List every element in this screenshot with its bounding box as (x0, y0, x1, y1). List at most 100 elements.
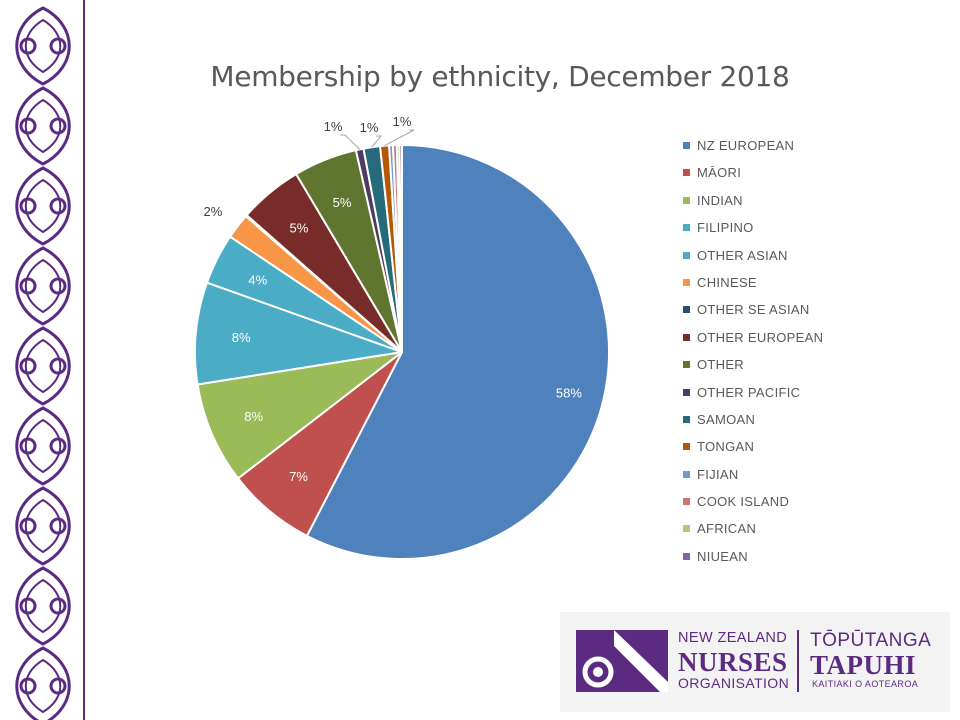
legend-swatch (683, 169, 690, 177)
legend-entry: FIJIAN (683, 465, 923, 492)
border-motif (19, 437, 37, 455)
legend-label: COOK ISLAND (697, 494, 790, 510)
label-leader-line (384, 129, 415, 147)
legend-entry: CHINESE (683, 273, 923, 300)
border-motif (49, 277, 67, 295)
label-leader-line (340, 134, 361, 150)
legend-swatch (683, 498, 690, 506)
border-motif (15, 326, 71, 406)
nzno-n-mark-icon (576, 630, 668, 692)
legend-swatch (683, 196, 690, 204)
border-motif (24, 178, 62, 234)
border-motif (24, 418, 62, 474)
pie-data-label: 4% (248, 272, 267, 287)
border-motif (49, 517, 67, 535)
chart-legend: NZ EUROPEAN MĀORI INDIAN FILIPINO OTHER ASIA… (683, 136, 923, 574)
border-motif (19, 117, 37, 135)
logo-new-zealand: NEW ZEALAND (678, 630, 788, 646)
legend-swatch (683, 525, 690, 533)
legend-entry: OTHER PACIFIC (683, 383, 923, 410)
legend-label: SAMOAN (697, 411, 756, 427)
border-motif (15, 246, 71, 326)
border-motif (24, 338, 62, 394)
legend-swatch (683, 388, 690, 396)
legend-entry: INDIAN (683, 191, 923, 218)
border-motif (15, 166, 71, 246)
legend-entry: OTHER (683, 355, 923, 382)
label-leader-line (371, 135, 383, 148)
border-motif (49, 597, 67, 615)
pie-data-label: 5% (290, 221, 309, 236)
legend-label: NIUEAN (697, 548, 748, 564)
legend-swatch (683, 443, 690, 451)
chart-title: Membership by ethnicity, December 2018 (210, 60, 790, 93)
logo-divider (797, 630, 799, 692)
legend-label: CHINESE (697, 274, 757, 290)
logo-tapuhi: TAPUHI (810, 650, 917, 680)
pie-data-label: 5% (333, 195, 352, 210)
border-motif (19, 517, 37, 535)
legend-label: NZ EUROPEAN (697, 138, 795, 153)
legend-label: FIJIAN (697, 466, 739, 482)
legend-entry: TONGAN (683, 437, 923, 464)
border-motif (49, 37, 67, 55)
logo-organisation: ORGANISATION (678, 675, 790, 691)
logo-nurses: NURSES (678, 647, 788, 677)
logo-kaitiaki: KAITIAKI O AOTEAROA (812, 679, 919, 689)
koru-border-pattern (15, 0, 85, 720)
border-motif (19, 277, 37, 295)
pie-data-label: 2% (204, 204, 223, 219)
nzno-logo: NEW ZEALAND NURSES ORGANISATION TŌPŪTANG… (560, 612, 950, 712)
border-motif (49, 437, 67, 455)
legend-entry: MĀORI (683, 163, 923, 190)
border-motif (24, 658, 62, 714)
border-motif (24, 18, 62, 74)
border-motif (19, 357, 37, 375)
legend-entry: FILIPINO (683, 218, 923, 245)
border-motif (19, 677, 37, 695)
border-motif (24, 258, 62, 314)
legend-entry: NIUEAN (683, 547, 923, 574)
legend-entry: NZ EUROPEAN (683, 136, 923, 163)
pie-data-label: 1% (393, 114, 412, 129)
pie-data-label: 58% (556, 386, 582, 401)
legend-swatch (683, 278, 690, 286)
border-motif (49, 117, 67, 135)
legend-entry: AFRICAN (683, 519, 923, 546)
pie-slice (305, 143, 610, 560)
border-motif (15, 486, 71, 566)
border-motif (15, 406, 71, 486)
border-motif (24, 98, 62, 154)
legend-swatch (683, 470, 690, 478)
legend-entry: OTHER EUROPEAN (683, 328, 923, 355)
legend-swatch (683, 224, 690, 232)
border-motif (49, 357, 67, 375)
pie-slice (398, 143, 403, 353)
legend-entry: SAMOAN (683, 410, 923, 437)
legend-label: OTHER EUROPEAN (697, 329, 824, 345)
border-motif (49, 197, 67, 215)
legend-swatch (683, 251, 690, 259)
legend-entry: COOK ISLAND (683, 492, 923, 519)
pie-data-label: 8% (244, 409, 263, 424)
border-motif (49, 677, 67, 695)
legend-swatch (683, 306, 690, 314)
legend-label: MĀORI (697, 165, 742, 181)
legend-label: FILIPINO (697, 220, 754, 236)
border-motif (15, 6, 71, 86)
border-motif (15, 566, 71, 646)
border-motif (19, 597, 37, 615)
border-motif (19, 37, 37, 55)
legend-entry: OTHER SE ASIAN (683, 300, 923, 327)
legend-label: INDIAN (697, 192, 743, 208)
legend-label: OTHER ASIAN (697, 247, 788, 263)
border-motif (24, 578, 62, 634)
pie-chart: 58% 7% 8% 8% 4% 2% 5% 5% 1% 1% 1% (194, 114, 610, 560)
border-motif (15, 646, 71, 720)
pie-slice (194, 281, 403, 386)
legend-swatch (683, 552, 690, 560)
legend-label: OTHER (697, 357, 744, 373)
legend-swatch (683, 415, 690, 423)
legend-swatch (683, 142, 690, 149)
pie-data-label: 1% (360, 120, 379, 135)
